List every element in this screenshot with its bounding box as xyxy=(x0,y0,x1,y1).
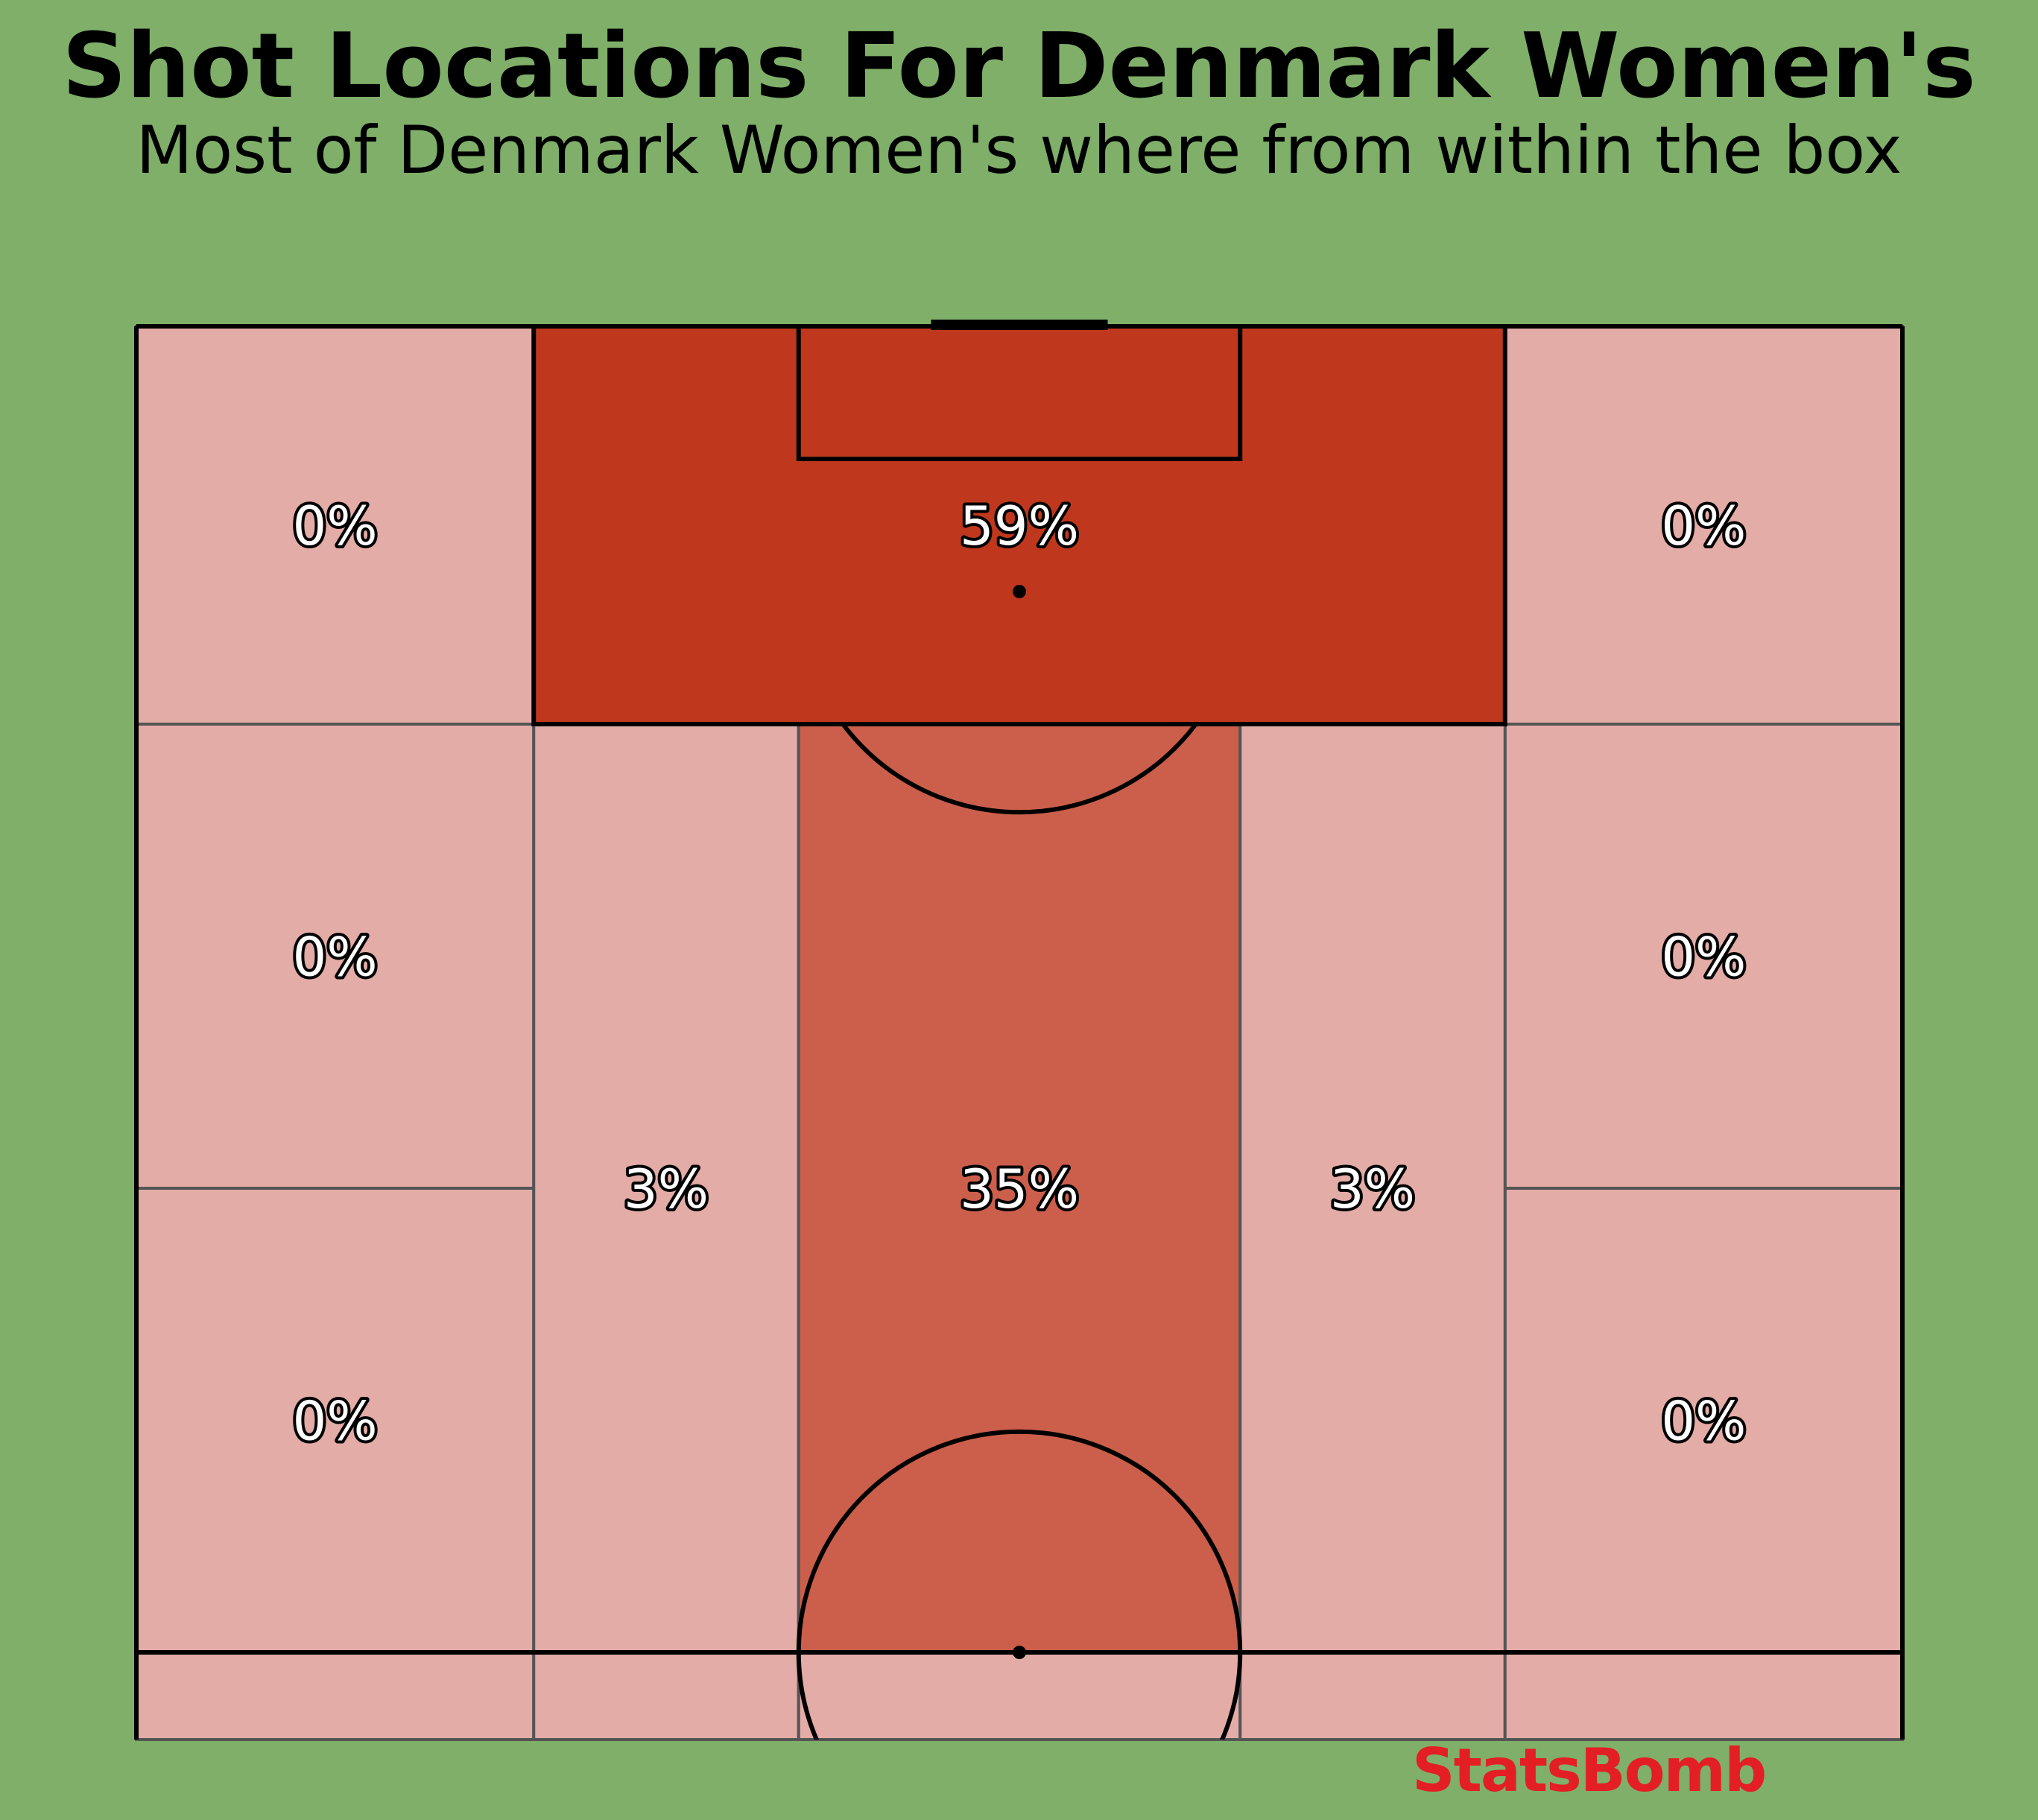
chart-title: Shot Locations For Denmark Women's xyxy=(62,15,1976,118)
zone-label-left-half-space: 3% xyxy=(624,1158,709,1220)
zone-left-wide-mid xyxy=(135,723,536,1190)
zone-label-right-half-space: 3% xyxy=(1330,1158,1415,1220)
zone-label-left-wide-bottom: 0% xyxy=(293,1390,378,1453)
zone-label-left-wide-top: 0% xyxy=(293,495,378,557)
opposing-half-zone xyxy=(532,1651,800,1741)
opposing-half-zone xyxy=(1503,1651,1904,1741)
zone-label-right-wide-bottom: 0% xyxy=(1661,1390,1746,1453)
zone-label-penalty-box: 59% xyxy=(960,495,1079,557)
zone-label-central: 35% xyxy=(960,1158,1079,1220)
penalty-arc xyxy=(841,723,1198,815)
zone-right-wide-top xyxy=(1503,325,1904,726)
zone-label-left-wide-mid: 0% xyxy=(293,926,378,989)
zone-left-half-space xyxy=(532,723,800,1654)
centre-spot xyxy=(1013,1646,1026,1659)
penalty-spot xyxy=(1013,585,1026,598)
opposing-half-zone xyxy=(135,1651,536,1741)
opposing-half-zone xyxy=(797,1651,1242,1741)
chart-subtitle: Most of Denmark Women's where from withi… xyxy=(136,112,1902,188)
zone-label-right-wide-top: 0% xyxy=(1661,495,1746,557)
centre-circle xyxy=(796,1429,1243,1740)
zone-right-wide-bottom xyxy=(1503,1187,1904,1654)
opposing-half-zone xyxy=(1238,1651,1507,1741)
statsbomb-logo: StatsBomb xyxy=(1412,1736,1767,1805)
zone-right-wide-mid xyxy=(1503,723,1904,1190)
zone-right-half-space xyxy=(1238,723,1507,1654)
zone-label-right-wide-mid: 0% xyxy=(1661,926,1746,989)
zone-left-wide-bottom xyxy=(135,1187,536,1654)
pitch-markings xyxy=(134,320,1905,1740)
